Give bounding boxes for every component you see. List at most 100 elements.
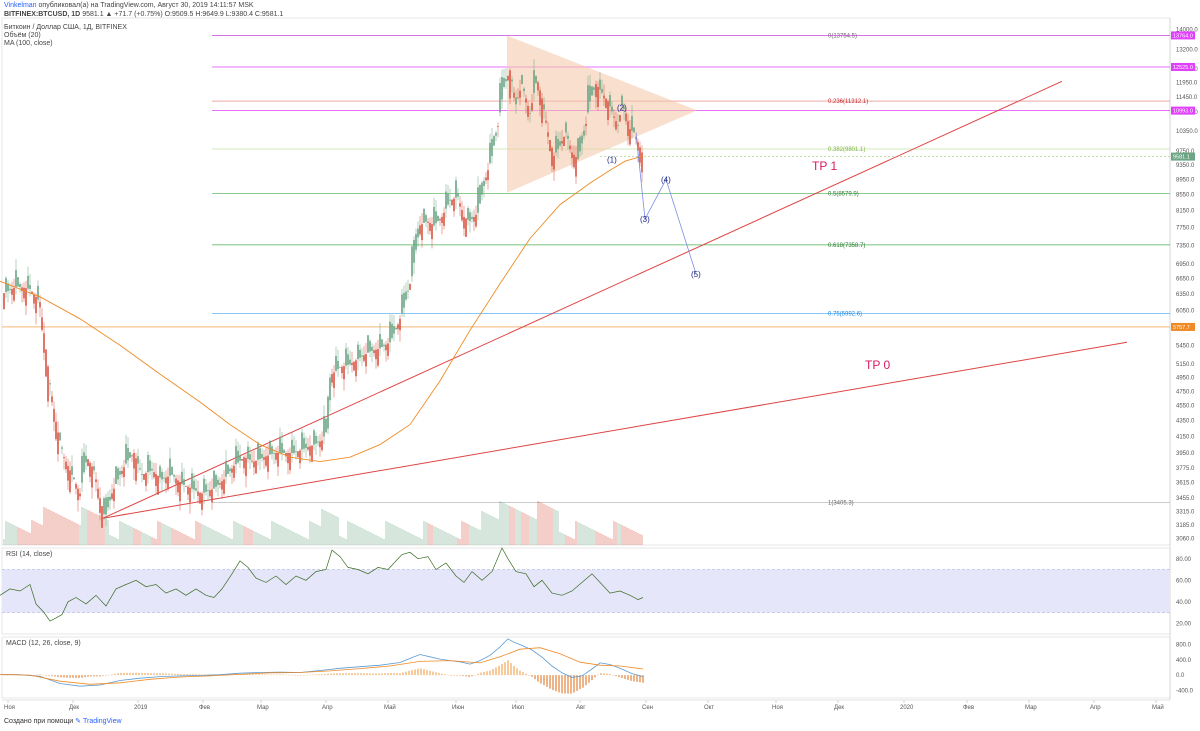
volume-bar bbox=[221, 534, 223, 545]
price-tick-label: 3455.0 bbox=[1176, 496, 1195, 502]
candle-body bbox=[455, 180, 457, 198]
volume-bar bbox=[357, 526, 359, 545]
macd-hist-bar bbox=[195, 674, 197, 676]
macd-hist-bar bbox=[597, 674, 599, 676]
price-axis-badge-label: 5757.7 bbox=[1173, 325, 1190, 331]
candle-body bbox=[467, 208, 469, 220]
macd-hist-bar bbox=[327, 673, 329, 676]
candle-body bbox=[515, 97, 517, 105]
candle-body bbox=[27, 275, 29, 289]
volume-bar bbox=[325, 511, 327, 545]
candle-body bbox=[347, 354, 349, 365]
volume-bar bbox=[455, 537, 457, 545]
volume-bar bbox=[531, 517, 533, 545]
macd-hist-bar bbox=[18, 675, 20, 676]
macd-hist-bar bbox=[531, 675, 533, 677]
candle-body bbox=[87, 459, 89, 467]
candle-body bbox=[259, 448, 261, 459]
published-text: опубликовал(а) на TradingView.com, Авгус… bbox=[38, 2, 254, 9]
volume-bar bbox=[41, 525, 43, 545]
candle-body bbox=[29, 284, 31, 289]
volume-bar bbox=[509, 506, 511, 545]
price-tick-label: 3315.0 bbox=[1176, 510, 1195, 516]
volume-bar bbox=[235, 522, 237, 545]
time-tick-label: Июн bbox=[452, 705, 464, 711]
author-link[interactable]: Vinkelman bbox=[4, 2, 37, 9]
candle-body bbox=[253, 461, 255, 468]
macd-hist-bar bbox=[81, 675, 83, 678]
candle-body bbox=[153, 472, 155, 478]
candle-body bbox=[555, 135, 557, 153]
macd-hist-bar bbox=[423, 669, 425, 676]
volume-bar bbox=[111, 536, 113, 545]
rsi-line bbox=[0, 547, 644, 622]
macd-hist-bar bbox=[426, 670, 428, 676]
volume-bar bbox=[421, 539, 423, 545]
volume-bar bbox=[125, 524, 127, 545]
volume-bar bbox=[151, 537, 153, 545]
macd-hist-bar bbox=[75, 675, 77, 678]
macd-hist-bar bbox=[174, 673, 176, 676]
macd-hist-bar bbox=[435, 672, 437, 676]
macd-hist-bar bbox=[372, 673, 374, 676]
candle-body bbox=[23, 287, 25, 299]
candle-body bbox=[537, 82, 539, 91]
candle-body bbox=[21, 287, 23, 292]
candle-body bbox=[139, 468, 141, 470]
candle-body bbox=[379, 334, 381, 349]
candle-body bbox=[241, 458, 243, 461]
volume-bar bbox=[65, 518, 67, 545]
volume-bar bbox=[373, 534, 375, 545]
volume-bar bbox=[161, 523, 163, 545]
volume-bar bbox=[623, 526, 625, 545]
price-tick-label: 3060.0 bbox=[1176, 536, 1195, 542]
candle-body bbox=[301, 432, 303, 450]
volume-bar bbox=[501, 502, 503, 545]
candle-body bbox=[75, 484, 77, 489]
macd-hist-bar bbox=[33, 674, 35, 676]
price-tick-label: 4750.0 bbox=[1176, 389, 1195, 395]
volume-bar bbox=[233, 521, 235, 545]
volume-bar bbox=[35, 522, 37, 545]
macd-hist-bar bbox=[345, 673, 347, 676]
macd-hist-bar bbox=[192, 674, 194, 676]
volume-bar bbox=[351, 523, 353, 545]
volume-bar bbox=[15, 526, 17, 545]
volume-bar bbox=[143, 533, 145, 545]
candle-body bbox=[17, 277, 19, 287]
candle-body bbox=[177, 480, 179, 493]
candle-body bbox=[559, 141, 561, 146]
macd-hist-bar bbox=[582, 675, 584, 688]
volume-bar bbox=[207, 527, 209, 545]
macd-hist-bar bbox=[126, 672, 128, 676]
volume-bar bbox=[113, 537, 115, 545]
target-label: TP 0 bbox=[865, 358, 890, 372]
candle-body bbox=[119, 470, 121, 475]
volume-bar bbox=[449, 534, 451, 545]
candle-body bbox=[25, 288, 27, 306]
candle-body bbox=[611, 106, 613, 112]
candle-body bbox=[121, 470, 123, 474]
candle-body bbox=[77, 488, 79, 501]
macd-hist-bar bbox=[465, 675, 467, 677]
candle-body bbox=[137, 456, 139, 464]
volume-bar bbox=[145, 534, 147, 545]
macd-hist-bar bbox=[279, 674, 281, 676]
candle-body bbox=[71, 466, 73, 475]
candle-body bbox=[109, 496, 111, 501]
macd-hist-bar bbox=[297, 675, 299, 676]
candle-body bbox=[579, 136, 581, 152]
candle-body bbox=[603, 95, 605, 99]
volume-bar bbox=[25, 531, 27, 545]
footer-brand[interactable]: TradingView bbox=[83, 718, 122, 725]
footer: Создано при помощи ✎ TradingView bbox=[4, 717, 122, 725]
price-tick-label: 11450.0 bbox=[1176, 95, 1198, 101]
volume-bar bbox=[7, 522, 9, 545]
volume-bar bbox=[69, 520, 71, 545]
candle-body bbox=[595, 84, 597, 98]
candle-body bbox=[477, 187, 479, 213]
volume-bar bbox=[269, 539, 271, 545]
price-tick-label: 6050.0 bbox=[1176, 308, 1195, 314]
candle-body bbox=[405, 291, 407, 300]
